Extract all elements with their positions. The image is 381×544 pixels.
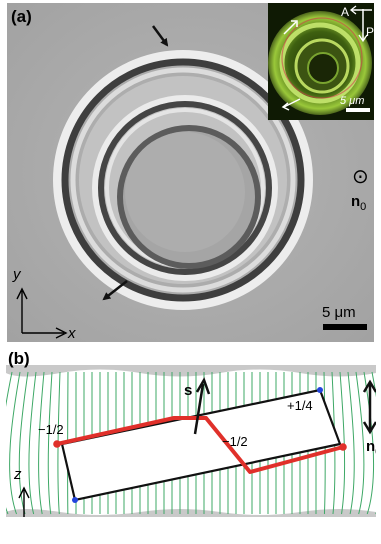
x-axis-arrowhead-b	[58, 523, 68, 533]
top-wall	[6, 344, 376, 377]
x-axis-label: x	[67, 325, 76, 342]
inset-scalebar	[346, 108, 370, 112]
charge-left: −1/2	[38, 422, 64, 437]
panel-b-label: (b)	[8, 349, 30, 368]
panel-a: (a) ⊙ n0 y x 5 μm	[7, 3, 374, 342]
scalebar	[323, 324, 367, 330]
blue-point-bottom	[72, 497, 78, 503]
panel-a-label: (a)	[11, 7, 32, 26]
inset-scalebar-label: 5 μm	[340, 95, 364, 107]
bottom-wall	[6, 509, 376, 534]
blue-point-top	[317, 387, 323, 393]
z-axis-label: z	[13, 466, 22, 483]
polarized-inset: A P 5 μm	[268, 3, 374, 120]
polarizer-label: P	[366, 25, 374, 39]
x-axis-label-b: x	[70, 520, 79, 537]
scalebar-label: 5 μm	[322, 304, 356, 321]
red-endpoint-left	[53, 440, 61, 448]
charge-right: +1/4	[287, 398, 313, 413]
n0-out-of-plane-symbol: ⊙	[352, 166, 369, 188]
inset-core	[308, 53, 338, 83]
inner-disk-core	[125, 132, 245, 252]
analyzer-label: A	[341, 5, 349, 19]
charge-center: −1/2	[222, 434, 248, 449]
red-endpoint-right	[339, 443, 347, 451]
s-label: s	[184, 382, 192, 399]
panel-b: s −1/2 −1/2 +1/4 n0 z x	[0, 344, 381, 537]
